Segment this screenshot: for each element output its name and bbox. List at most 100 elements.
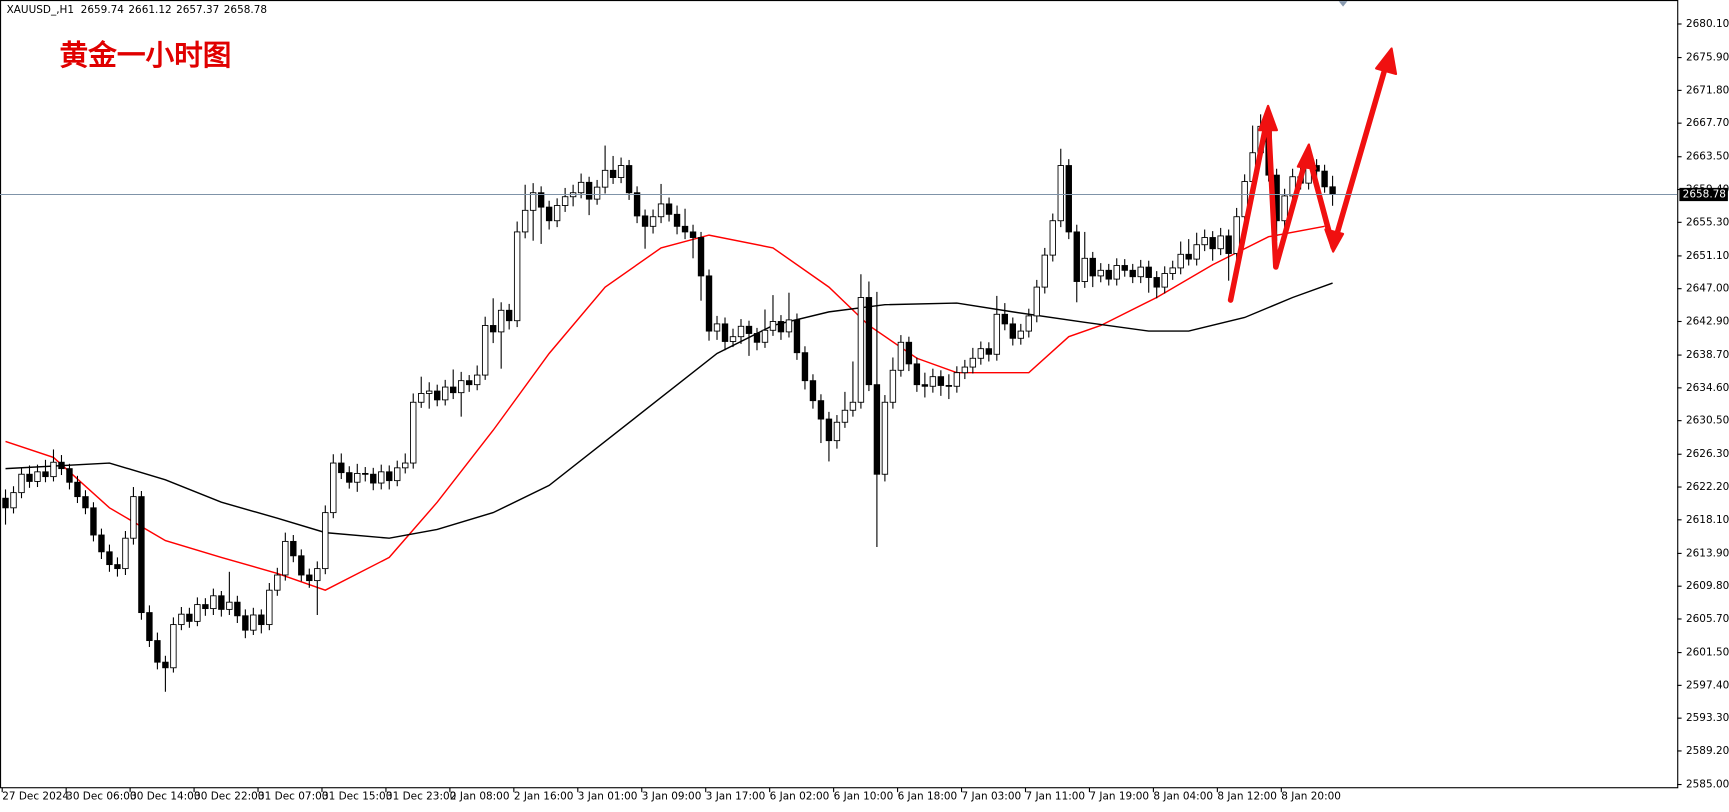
candle-body <box>1233 216 1240 254</box>
candle-body <box>106 551 113 566</box>
x-tick-label: 8 Jan 12:00 <box>1217 791 1277 803</box>
x-tick-label: 2 Jan 16:00 <box>514 791 574 803</box>
candle-body <box>1105 269 1112 280</box>
candle-body <box>601 169 609 188</box>
candle-body <box>1049 220 1056 256</box>
candle-body <box>202 604 209 610</box>
candle-body <box>450 386 457 394</box>
candle-body <box>897 341 905 371</box>
x-tick-label: 8 Jan 20:00 <box>1281 791 1341 803</box>
x-tick-label: 6 Jan 02:00 <box>770 791 830 803</box>
candle-body <box>985 348 993 355</box>
candle-body <box>705 275 713 332</box>
candle-body <box>881 401 889 475</box>
y-tick-label: 2647.00 <box>1686 283 1729 295</box>
candle-body <box>90 507 97 536</box>
candle-body <box>977 348 985 359</box>
x-tick-label: 30 Dec 22:00 <box>194 791 264 803</box>
candle-body <box>905 341 913 365</box>
candle-body <box>1041 254 1048 288</box>
candle-body <box>426 390 433 394</box>
y-tick-label: 2601.50 <box>1686 647 1729 659</box>
candle-body <box>242 615 249 631</box>
candle-body <box>162 661 169 669</box>
candle-body <box>322 512 329 570</box>
candle-body <box>250 614 257 631</box>
candle-body <box>258 614 265 626</box>
candle-body <box>873 384 881 475</box>
x-tick-label: 3 Jan 17:00 <box>706 791 766 803</box>
candle-body <box>442 386 449 401</box>
candle-body <box>969 357 977 368</box>
y-tick-label: 2605.70 <box>1686 613 1729 625</box>
candle-body <box>1329 186 1336 195</box>
candle-body <box>290 540 297 557</box>
y-tick-label: 2630.50 <box>1686 415 1729 427</box>
candle-body <box>1153 277 1160 288</box>
candle-body <box>913 363 921 386</box>
candle-body <box>1073 231 1080 282</box>
candle-body <box>154 640 161 663</box>
candle-body <box>513 231 521 322</box>
candle-body <box>194 604 201 622</box>
candle-body <box>889 369 897 403</box>
candle-body <box>82 496 89 509</box>
candle-body <box>306 574 313 582</box>
candle-body <box>10 492 17 509</box>
candle-body <box>825 418 833 442</box>
y-tick-label: 2634.60 <box>1686 382 1729 394</box>
header: XAUUSD_,H1 2659.74 2661.12 2657.37 2658.78 <box>7 4 267 16</box>
candle-body <box>641 215 649 227</box>
candle-body <box>457 380 465 394</box>
candle-body <box>529 192 537 211</box>
x-tick-label: 31 Dec 07:00 <box>258 791 328 803</box>
candle-body <box>1289 176 1296 197</box>
candle-body <box>545 206 553 222</box>
candle-body <box>497 309 505 333</box>
y-tick-label: 2597.40 <box>1686 679 1729 691</box>
candle-body <box>1033 286 1040 317</box>
candle-body <box>697 237 705 277</box>
candle-body <box>1321 170 1328 188</box>
candle-body <box>1097 269 1104 277</box>
candle-body <box>1145 266 1152 278</box>
candle-body <box>370 473 377 484</box>
candle-body <box>74 481 81 498</box>
candle-body <box>961 366 969 374</box>
candle-body <box>553 205 561 222</box>
candle-body <box>378 471 385 484</box>
candle-body <box>146 612 153 642</box>
candle-body <box>609 169 617 178</box>
candle-body <box>1113 265 1120 280</box>
candle-body <box>386 471 393 482</box>
candle-body <box>226 601 233 610</box>
candle-body <box>34 471 41 482</box>
symbol: XAUUSD_,H1 <box>7 4 74 16</box>
candle-body <box>849 401 857 411</box>
x-tick-label: 7 Jan 03:00 <box>962 791 1022 803</box>
y-tick-label: 2585.00 <box>1686 779 1729 791</box>
arrow-head <box>1375 47 1398 76</box>
x-tick-label: 30 Dec 14:00 <box>130 791 200 803</box>
x-tick-label: 3 Jan 09:00 <box>642 791 702 803</box>
candle-body <box>617 165 625 178</box>
candle-body <box>593 186 601 200</box>
candle-body <box>418 393 425 403</box>
candle-body <box>537 192 545 208</box>
candle-body <box>1137 266 1144 278</box>
candle-body <box>1129 269 1136 278</box>
annotation-arrows <box>1227 47 1398 303</box>
candle-body <box>577 181 585 194</box>
candle-body <box>1217 235 1224 250</box>
y-tick-label: 2663.50 <box>1686 151 1729 163</box>
arrow-head <box>1324 228 1345 253</box>
candle-body <box>58 461 65 470</box>
candle-body <box>1017 330 1025 339</box>
x-tick-label: 8 Jan 04:00 <box>1153 791 1213 803</box>
candle-body <box>98 534 105 553</box>
candle-body <box>1001 313 1009 325</box>
y-tick-label: 2638.70 <box>1686 349 1729 361</box>
candle-body <box>2 497 9 509</box>
candle-body <box>945 385 953 387</box>
